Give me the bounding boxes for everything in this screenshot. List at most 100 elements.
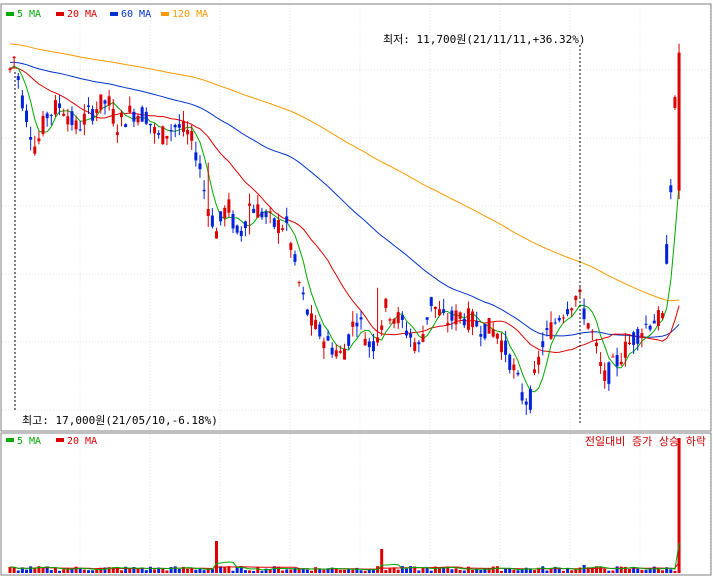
volume-bar xyxy=(301,568,305,573)
volume-bar xyxy=(425,567,429,573)
candle-body xyxy=(541,341,545,348)
volume-bar xyxy=(322,569,326,573)
candle-body xyxy=(25,110,29,122)
candle-body xyxy=(161,126,165,145)
candle-body xyxy=(454,310,458,325)
candle-body xyxy=(371,341,375,352)
volume-bar xyxy=(115,567,119,573)
volume-bar xyxy=(120,570,124,573)
candle-body xyxy=(425,317,429,320)
volume-bar xyxy=(388,568,392,573)
candle-body xyxy=(285,216,289,224)
candle-body xyxy=(628,342,631,345)
volume-bar xyxy=(499,570,503,573)
candle-body xyxy=(338,351,342,353)
candle-body xyxy=(669,185,673,193)
candle-body xyxy=(652,320,656,324)
volume-bar xyxy=(326,568,330,573)
candle-body xyxy=(268,211,272,213)
volume-bar xyxy=(37,566,41,573)
volume-bar xyxy=(107,567,111,573)
volume-bar xyxy=(144,570,148,573)
vol-legend-20ma-label: 20 MA xyxy=(67,436,97,447)
candle-body xyxy=(260,211,264,218)
candle-body xyxy=(438,309,442,316)
candle-body xyxy=(301,292,305,295)
candle-body xyxy=(636,329,640,344)
volume-bar xyxy=(12,567,16,573)
volume-bar xyxy=(338,569,342,573)
volume-bar xyxy=(628,569,631,573)
candle-body xyxy=(648,325,652,330)
volume-bar xyxy=(561,570,565,573)
volume-bar xyxy=(524,567,528,573)
volume-bar xyxy=(623,566,627,573)
candle-body xyxy=(347,334,351,346)
ma-60-line xyxy=(10,61,680,338)
volume-bar xyxy=(656,567,660,573)
candle-body xyxy=(91,109,95,121)
candle-body xyxy=(264,211,268,218)
candle-body xyxy=(611,356,615,358)
candle-body xyxy=(512,364,516,371)
volume-bar xyxy=(297,568,301,573)
candle-body xyxy=(210,215,214,227)
legend-5ma-swatch xyxy=(6,12,14,16)
candle-body xyxy=(227,199,231,213)
vol-legend-20ma-swatch xyxy=(56,438,64,442)
candle-body xyxy=(462,318,466,326)
candle-body xyxy=(413,342,417,351)
price-panel xyxy=(0,3,712,432)
vol-legend-5ma-swatch xyxy=(6,438,14,442)
volume-bar xyxy=(285,569,289,573)
candle-body xyxy=(49,114,53,116)
candle-body xyxy=(322,341,326,349)
volume-bar xyxy=(590,568,594,573)
candle-body xyxy=(82,113,86,125)
candle-body xyxy=(615,355,619,367)
candle-body xyxy=(483,324,487,339)
volume-bar xyxy=(533,570,537,573)
candle-body xyxy=(396,312,400,324)
candle-body xyxy=(219,211,223,222)
candle-body xyxy=(148,123,152,126)
candle-body xyxy=(29,136,33,140)
volume-bar xyxy=(136,568,140,573)
legend-120ma-swatch xyxy=(161,12,169,16)
candle-body xyxy=(446,322,450,325)
volume-bar xyxy=(632,567,636,573)
volume-bar xyxy=(190,567,194,573)
volume-bar xyxy=(202,570,206,573)
volume-bar xyxy=(206,568,210,573)
volume-bar xyxy=(545,570,549,573)
candle-body xyxy=(62,113,66,116)
volume-bar xyxy=(553,566,557,573)
volume-bar xyxy=(566,567,570,573)
legend-20ma-label: 20 MA xyxy=(67,9,97,20)
candle-body xyxy=(665,244,669,264)
candle-body xyxy=(495,333,499,339)
price-candles xyxy=(8,43,681,415)
price-legend: 5 MA 20 MA 60 MA 120 MA xyxy=(6,9,208,20)
candle-body xyxy=(330,347,334,355)
candle-body xyxy=(504,340,508,355)
candle-body xyxy=(235,225,239,233)
candle-body xyxy=(111,108,115,124)
volume-bar xyxy=(41,567,45,573)
candle-body xyxy=(99,94,103,110)
volume-bar xyxy=(458,569,462,573)
volume-bar xyxy=(528,568,532,573)
volume-bar xyxy=(29,566,33,573)
candle-body xyxy=(574,296,578,301)
volume-bar xyxy=(58,570,62,573)
volume-bar xyxy=(421,567,425,573)
volume-bar xyxy=(367,569,371,573)
volume-bar xyxy=(508,568,512,573)
candle-body xyxy=(181,120,185,132)
candle-body xyxy=(272,218,276,227)
candle-body xyxy=(376,337,380,343)
volume-bar xyxy=(433,566,437,573)
candle-body xyxy=(471,311,475,328)
volume-bar xyxy=(396,569,400,573)
